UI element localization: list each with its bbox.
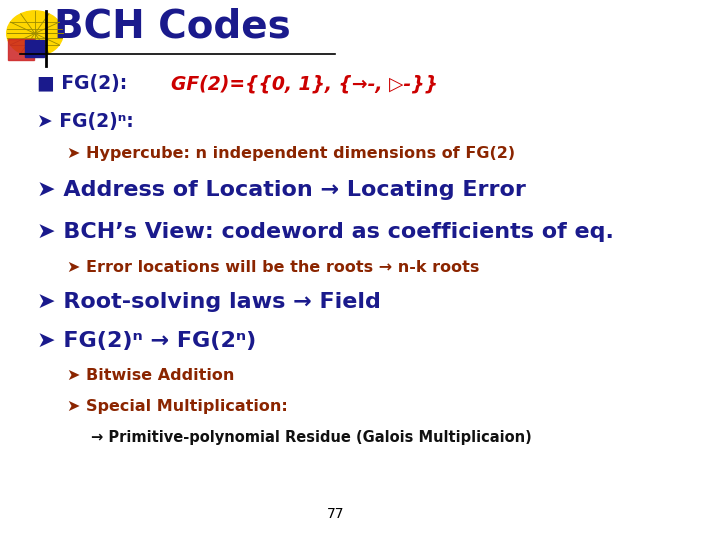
Bar [8, 39, 34, 60]
Text: ➤ Special Multiplication:: ➤ Special Multiplication: [67, 399, 288, 414]
Text: 77: 77 [326, 507, 344, 521]
Text: ➤ Address of Location → Locating Error: ➤ Address of Location → Locating Error [37, 180, 526, 200]
Text: ➤ FG(2)ⁿ → FG(2ⁿ): ➤ FG(2)ⁿ → FG(2ⁿ) [37, 331, 256, 352]
Text: GF(2)={{0, 1}, {→-, ▷-}}: GF(2)={{0, 1}, {→-, ▷-}} [171, 74, 438, 93]
Text: → Primitive-polynomial Residue (Galois Multiplicaion): → Primitive-polynomial Residue (Galois M… [91, 430, 531, 445]
Text: ➤ Root-solving laws → Field: ➤ Root-solving laws → Field [37, 292, 381, 313]
Text: ➤ Hypercube: n independent dimensions of FG(2): ➤ Hypercube: n independent dimensions of… [67, 146, 516, 161]
Circle shape [6, 11, 63, 56]
Text: ■ FG(2):: ■ FG(2): [37, 74, 127, 93]
Text: ➤ FG(2)ⁿ:: ➤ FG(2)ⁿ: [37, 112, 134, 131]
Text: ➤ Error locations will be the roots → n-k roots: ➤ Error locations will be the roots → n-… [67, 260, 480, 275]
Text: ➤ Bitwise Addition: ➤ Bitwise Addition [67, 368, 235, 383]
Bar [25, 40, 44, 57]
Text: BCH Codes: BCH Codes [53, 8, 290, 46]
Text: ➤ BCH’s View: codeword as coefficients of eq.: ➤ BCH’s View: codeword as coefficients o… [37, 222, 613, 242]
